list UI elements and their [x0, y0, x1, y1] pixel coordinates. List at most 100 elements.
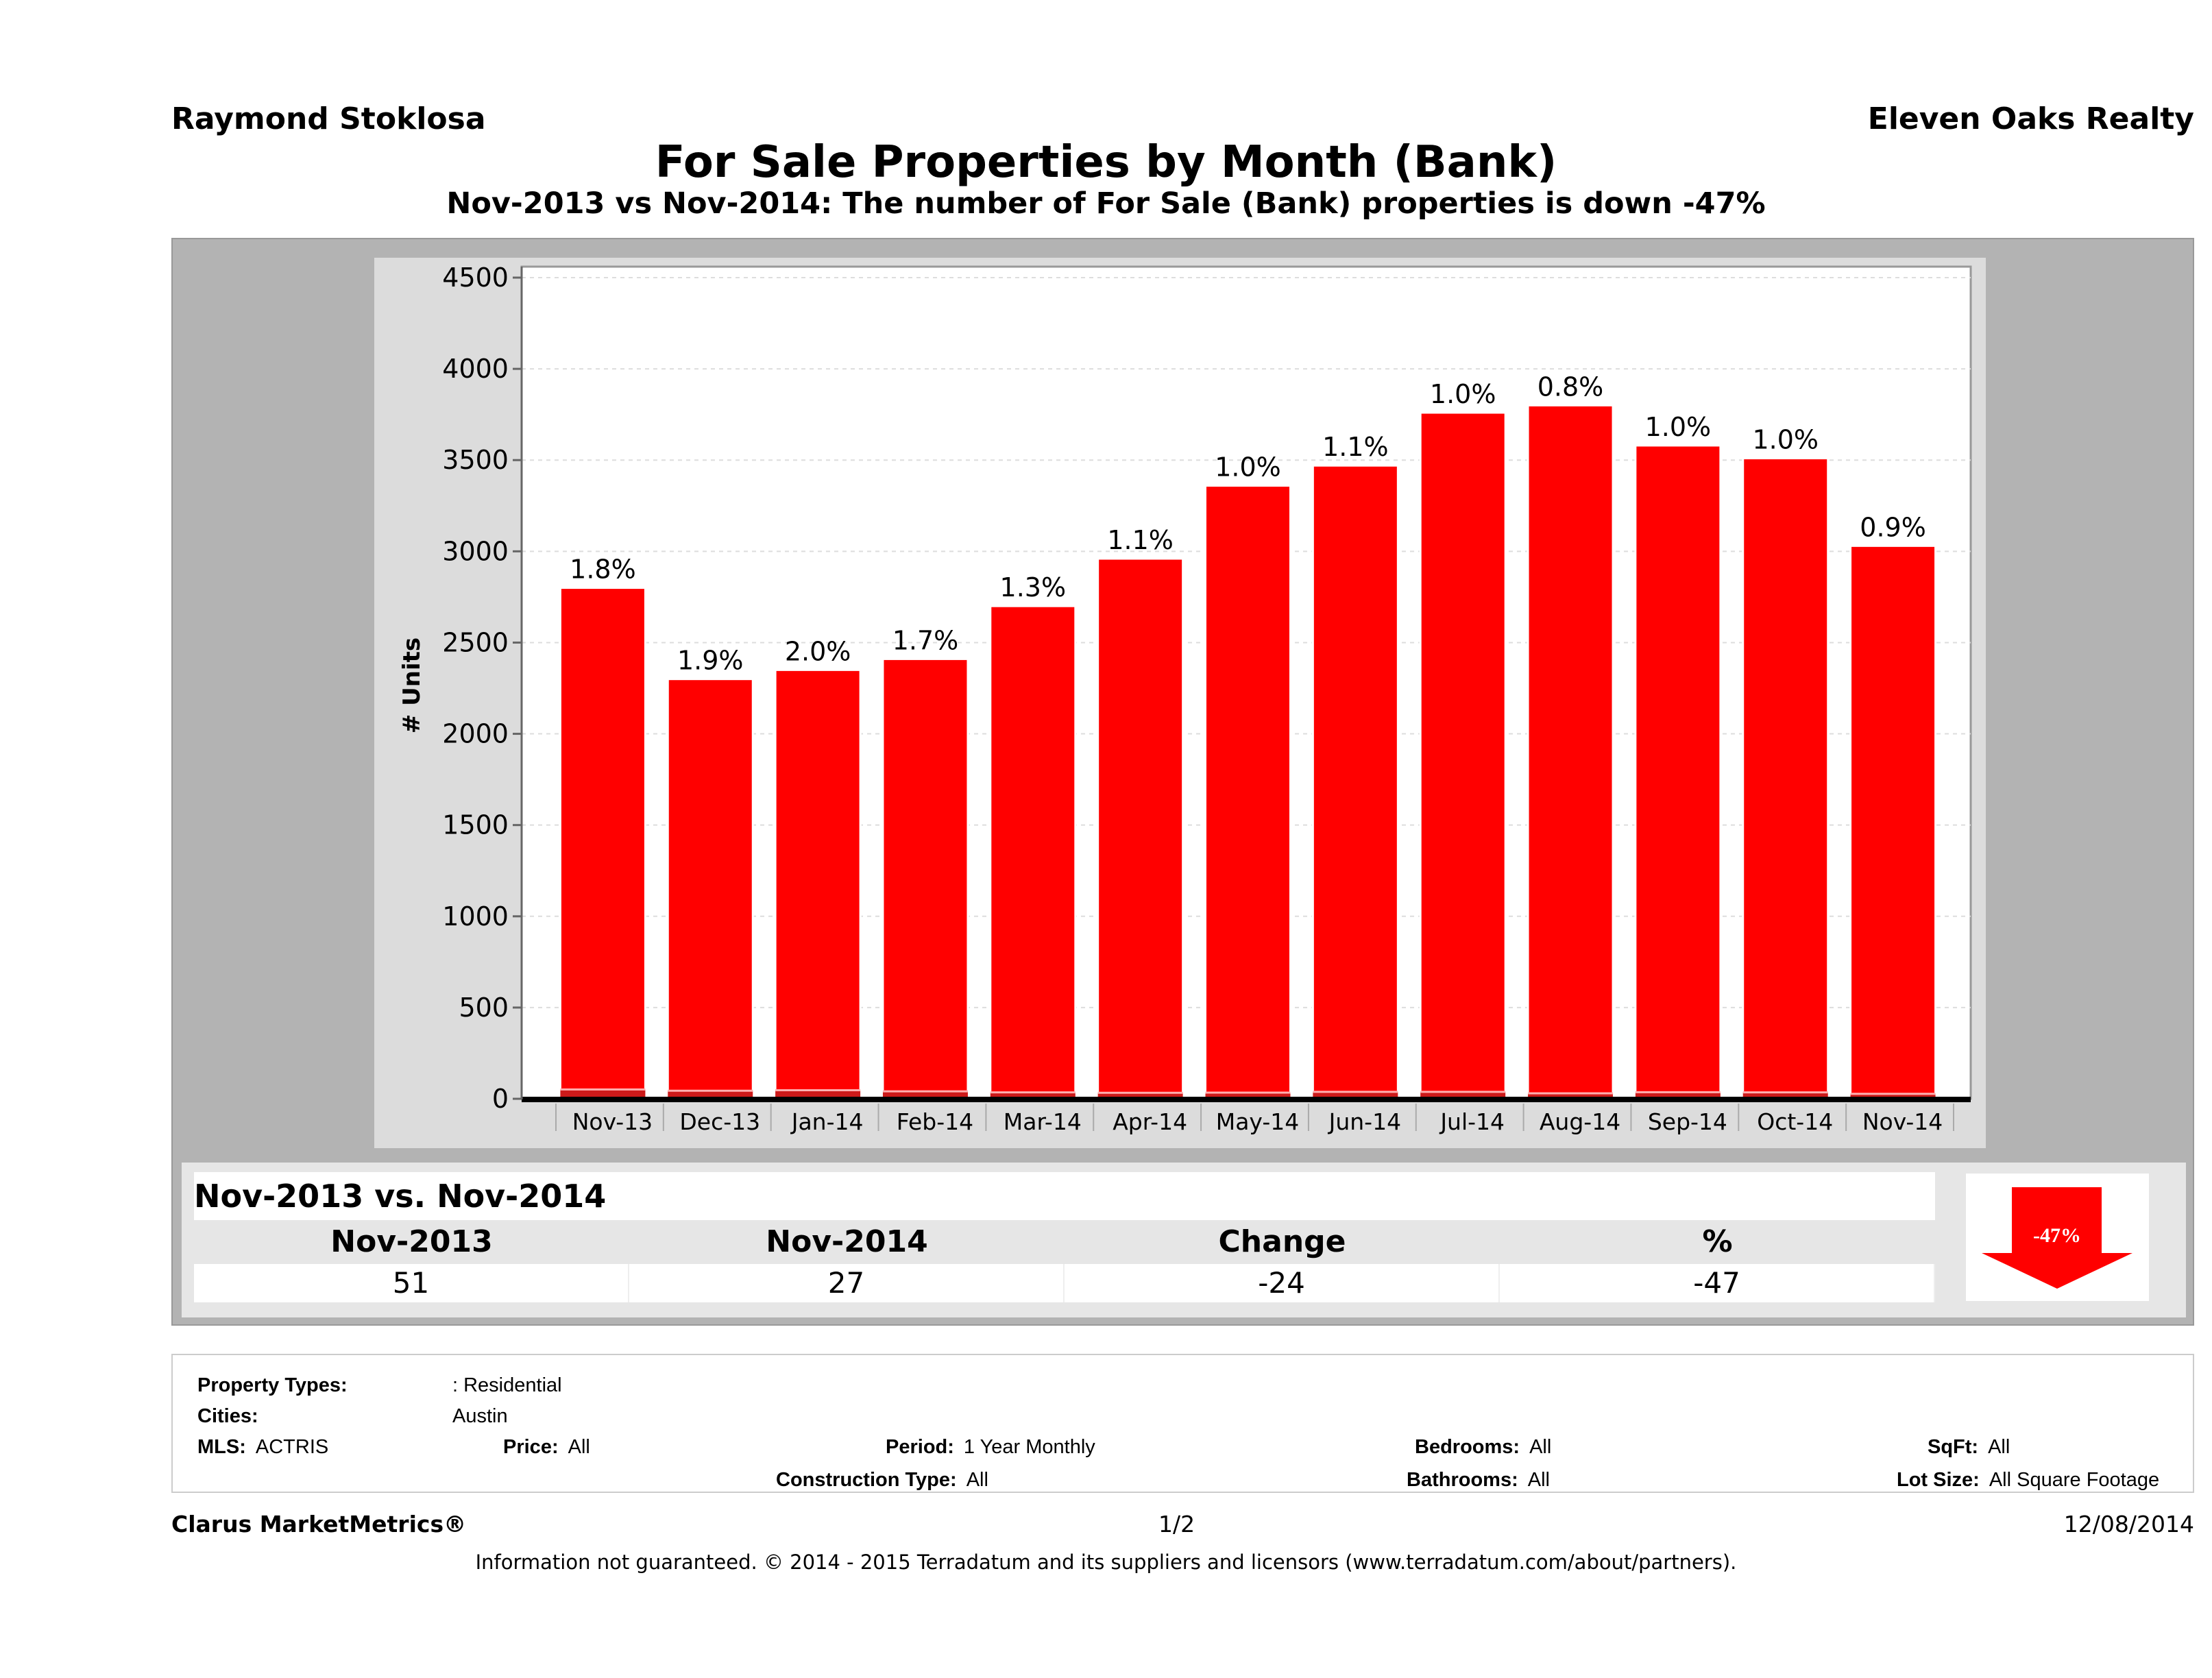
agent-name: Raymond Stoklosa — [171, 101, 486, 136]
period-value: 1 Year Monthly — [963, 1436, 1095, 1458]
bar-bank-Feb-14 — [882, 1091, 968, 1099]
comparison-headers: Nov-2013 Nov-2014 Change % — [194, 1220, 1935, 1264]
data-label: 0.9% — [1860, 512, 1926, 542]
header-end: Nov-2014 — [766, 1224, 928, 1259]
chart-title: For Sale Properties by Month (Bank) — [655, 137, 1557, 188]
cities-label: Cities: — [197, 1405, 258, 1427]
y-tick-label: 3000 — [442, 536, 509, 566]
x-tick-label: Apr-14 — [1113, 1108, 1187, 1135]
chart-subtitle: Nov-2013 vs Nov-2014: The number of For … — [446, 186, 1766, 221]
y-tick-label: 1500 — [442, 810, 509, 840]
sqft-value: All — [1988, 1436, 2010, 1458]
value-change: -24 — [1065, 1264, 1500, 1302]
lot-size-value: All Square Footage — [1989, 1469, 2160, 1491]
lot-size-filter: Lot Size: All Square Footage — [1897, 1469, 2159, 1492]
bar-bank-Apr-14 — [1097, 1093, 1183, 1099]
property-types-label: Property Types: — [197, 1374, 348, 1396]
x-tick-label: Feb-14 — [897, 1108, 973, 1135]
header-percent: % — [1702, 1224, 1733, 1259]
y-axis-label: # Units — [398, 637, 426, 733]
bar-total-Nov-13 — [559, 587, 646, 1100]
data-label: 1.0% — [1645, 412, 1712, 442]
header-change: Change — [1218, 1224, 1346, 1259]
bedrooms-filter: Bedrooms: All — [1415, 1436, 1551, 1459]
y-tick-label: 3500 — [442, 445, 509, 475]
bar-bank-Jun-14 — [1313, 1091, 1398, 1099]
data-label: 1.1% — [1107, 525, 1174, 555]
down-arrow-icon: -47% — [1982, 1187, 2132, 1289]
y-tick-label: 2500 — [442, 627, 509, 657]
bar-total-Aug-14 — [1527, 404, 1614, 1100]
mls-value: ACTRIS — [255, 1436, 329, 1458]
price-label: Price: — [503, 1436, 559, 1458]
x-tick-label: Nov-14 — [1862, 1108, 1943, 1135]
bathrooms-value: All — [1527, 1469, 1550, 1491]
bar-bank-Jul-14 — [1420, 1091, 1506, 1099]
disclaimer: Information not guaranteed. © 2014 - 201… — [475, 1551, 1737, 1574]
data-label: 1.3% — [1000, 572, 1067, 603]
bar-bank-Dec-13 — [668, 1091, 753, 1099]
mls-filter: MLS: ACTRIS — [197, 1436, 328, 1459]
x-tick-label: Aug-14 — [1540, 1108, 1620, 1135]
sqft-filter: SqFt: All — [1928, 1436, 2010, 1459]
sqft-label: SqFt: — [1928, 1436, 1979, 1458]
bar-bank-Aug-14 — [1528, 1093, 1614, 1099]
mls-label: MLS: — [197, 1436, 246, 1458]
y-tick-label: 2000 — [442, 719, 509, 749]
bathrooms-filter: Bathrooms: All — [1407, 1469, 1550, 1492]
y-tick-label: 4500 — [442, 263, 509, 293]
bar-bank-Nov-13 — [560, 1089, 646, 1099]
bar-bank-Nov-14 — [1850, 1093, 1936, 1099]
bar-total-May-14 — [1204, 484, 1291, 1100]
cities-value: Austin — [452, 1405, 508, 1427]
value-start: 51 — [194, 1264, 629, 1302]
y-tick-label: 4000 — [442, 354, 509, 384]
bar-bank-Jan-14 — [775, 1090, 861, 1099]
bar-bank-Mar-14 — [990, 1092, 1075, 1099]
y-tick-label: 1000 — [442, 901, 509, 932]
comparison-values: 51 27 -24 -47 — [194, 1264, 1935, 1302]
x-tick-label: Jan-14 — [790, 1108, 864, 1135]
bar-total-Nov-14 — [1849, 544, 1937, 1100]
bar-total-Jan-14 — [774, 668, 862, 1100]
property-types-value: : Residential — [452, 1374, 562, 1396]
period-label: Period: — [886, 1436, 954, 1458]
bar-total-Oct-14 — [1742, 457, 1830, 1100]
data-label: 1.0% — [1430, 379, 1496, 409]
price-filter: Price: All — [503, 1436, 590, 1459]
value-percent: -47 — [1500, 1264, 1935, 1302]
x-tick-label: Oct-14 — [1757, 1108, 1833, 1135]
value-end: 27 — [629, 1264, 1065, 1302]
data-label: 1.7% — [892, 625, 959, 655]
lot-size-label: Lot Size: — [1897, 1469, 1980, 1491]
data-label: 1.0% — [1752, 425, 1819, 455]
report-date: 12/08/2014 — [2063, 1511, 2194, 1537]
bar-bank-May-14 — [1205, 1092, 1291, 1099]
bar-bank-Sep-14 — [1635, 1092, 1721, 1099]
bar-total-Jun-14 — [1311, 464, 1399, 1100]
price-value: All — [568, 1436, 590, 1458]
x-tick-label: Jun-14 — [1328, 1108, 1401, 1135]
brokerage-name: Eleven Oaks Realty — [1867, 101, 2194, 136]
product-name: Clarus MarketMetrics® — [171, 1511, 467, 1537]
x-tick-label: May-14 — [1216, 1108, 1300, 1135]
header-start: Nov-2013 — [330, 1224, 493, 1259]
data-label: 1.1% — [1322, 432, 1389, 462]
data-label: 2.0% — [785, 636, 851, 666]
construction-label: Construction Type: — [776, 1469, 957, 1491]
construction-filter: Construction Type: All — [776, 1469, 988, 1492]
x-tick-label: Mar-14 — [1004, 1108, 1082, 1135]
x-tick-label: Jul-14 — [1439, 1108, 1505, 1135]
x-tick-label: Sep-14 — [1648, 1108, 1727, 1135]
filter-info: Property Types: : Residential Cities: Au… — [171, 1354, 2194, 1493]
bar-chart: 0 500 1000 1500 2000 2500 3000 3500 4000 4500 Nov-… — [374, 258, 1986, 1148]
bedrooms-label: Bedrooms: — [1415, 1436, 1520, 1458]
comparison-title: Nov-2013 vs. Nov-2014 — [194, 1172, 1935, 1220]
data-label: 1.0% — [1215, 452, 1281, 482]
bar-total-Mar-14 — [989, 605, 1077, 1100]
bar-total-Apr-14 — [1097, 557, 1184, 1100]
bar-total-Sep-14 — [1634, 444, 1722, 1100]
data-label: 0.8% — [1538, 372, 1604, 402]
y-tick-label: 500 — [459, 993, 509, 1023]
period-filter: Period: 1 Year Monthly — [886, 1436, 1095, 1459]
